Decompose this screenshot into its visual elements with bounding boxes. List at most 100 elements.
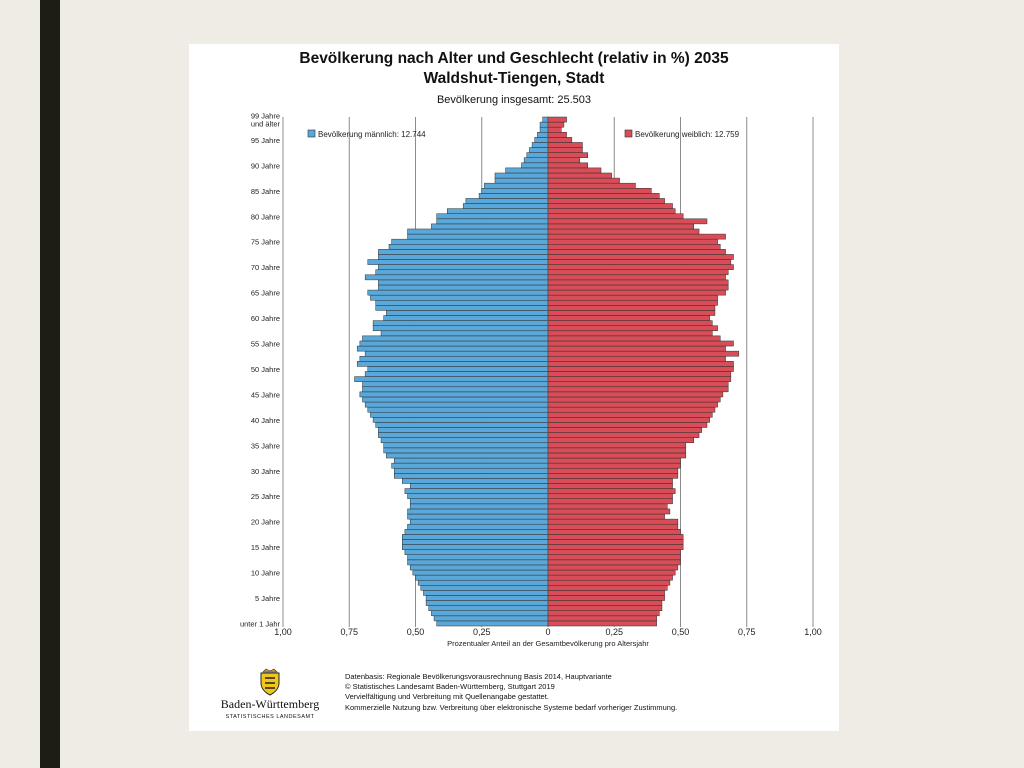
x-tick-label: 0,75 — [738, 627, 756, 637]
bar-male — [375, 305, 549, 311]
bar-male — [420, 585, 549, 591]
legend-swatch-female — [624, 129, 633, 138]
bar-female — [547, 361, 734, 367]
y-tick-label: 35 Jahre — [251, 441, 280, 450]
bar-male — [383, 447, 549, 454]
bar-male — [359, 391, 549, 398]
bar-male — [362, 335, 549, 342]
bar-female — [547, 620, 657, 627]
bar-male — [407, 228, 549, 235]
bar-male — [436, 218, 549, 225]
bar-male — [521, 162, 549, 169]
y-tick-label: 75 Jahre — [251, 238, 280, 247]
bar-male — [370, 411, 549, 418]
y-tick-label: 5 Jahre — [255, 594, 280, 603]
bar-male — [415, 574, 549, 581]
bar-female — [547, 167, 602, 174]
bar-female — [547, 498, 673, 505]
bar-female — [547, 386, 729, 393]
bar-female — [547, 478, 673, 484]
bar-male — [436, 213, 549, 220]
bar-female — [547, 289, 726, 296]
bar-female — [547, 518, 679, 525]
bar-male — [364, 274, 549, 281]
bar-female — [547, 396, 721, 403]
bar-male — [526, 152, 549, 158]
chart-subtitle: Bevölkerung insgesamt: 25.503 — [436, 94, 592, 106]
y-tick-label: 45 Jahre — [251, 390, 280, 399]
bar-female — [547, 549, 681, 555]
x-tick-label: 0,50 — [672, 627, 690, 637]
bar-female — [547, 193, 660, 199]
bar-female — [547, 391, 724, 398]
bar-male — [481, 188, 549, 194]
bar-male — [370, 294, 549, 301]
slide-card: Bevölkerung nach Alter und Geschlecht (r… — [189, 44, 839, 731]
bar-female — [547, 442, 687, 449]
x-tick-label: 0 — [545, 627, 550, 637]
coat-of-arms-icon — [260, 668, 280, 696]
bar-male — [372, 417, 549, 423]
bar-female — [547, 473, 679, 479]
bar-female — [547, 457, 681, 464]
bar-male — [359, 355, 549, 362]
bar-female — [547, 147, 583, 153]
y-tick-label: 55 Jahre — [251, 340, 280, 349]
bar-female — [547, 381, 729, 388]
bar-female — [547, 238, 718, 245]
bar-male — [380, 330, 549, 337]
bar-female — [547, 284, 729, 291]
bar-male — [494, 177, 549, 184]
bar-male — [375, 299, 549, 306]
bar-male — [364, 371, 549, 377]
bar-male — [354, 376, 549, 382]
bar-female — [547, 411, 713, 418]
bar-male — [447, 208, 549, 214]
bar-female — [547, 350, 740, 357]
bar-male — [386, 310, 549, 316]
bar-female — [547, 427, 702, 433]
bar-female — [547, 264, 734, 270]
bar-male — [380, 437, 549, 444]
logo-subtitle: STATISTISCHES LANDESAMT — [225, 714, 315, 720]
bar-female — [547, 345, 726, 352]
bar-female — [547, 539, 684, 545]
bar-female — [547, 585, 668, 591]
bar-female — [547, 340, 734, 347]
x-tick-label: 1,00 — [804, 627, 822, 637]
bar-female — [547, 162, 588, 169]
bar-male — [362, 396, 549, 403]
y-tick-label: 25 Jahre — [251, 492, 280, 501]
y-tick-label: 30 Jahre — [251, 467, 280, 476]
bar-male — [409, 498, 549, 505]
bar-female — [547, 330, 713, 337]
y-tick-label: 95 Jahre — [251, 136, 280, 145]
bar-male — [394, 467, 549, 474]
bar-female — [547, 559, 681, 566]
bar-female — [547, 132, 567, 138]
bar-female — [547, 233, 726, 240]
bar-male — [394, 457, 549, 464]
x-tick-label: 0,25 — [473, 627, 491, 637]
bar-male — [364, 401, 549, 408]
bar-female — [547, 488, 676, 494]
bar-male — [388, 244, 549, 250]
bar-female — [547, 447, 687, 454]
source-notes: Datenbasis: Regionale Bevölkerungsvoraus… — [345, 672, 677, 713]
bar-female — [547, 534, 684, 540]
bar-female — [547, 462, 681, 469]
y-tick-label: 99 Jahre — [251, 112, 280, 121]
bar-female — [547, 198, 665, 204]
bar-male — [531, 142, 549, 148]
bar-male — [431, 610, 549, 617]
bar-male — [378, 427, 549, 433]
y-tick-label: 20 Jahre — [251, 518, 280, 527]
bar-female — [547, 121, 565, 128]
bar-male — [412, 569, 549, 576]
bar-female — [547, 254, 734, 260]
bar-male — [407, 554, 549, 561]
y-tick-label: 50 Jahre — [251, 365, 280, 374]
bar-male — [378, 254, 549, 260]
y-tick-label: und älter — [251, 120, 281, 129]
bar-female — [547, 188, 652, 194]
